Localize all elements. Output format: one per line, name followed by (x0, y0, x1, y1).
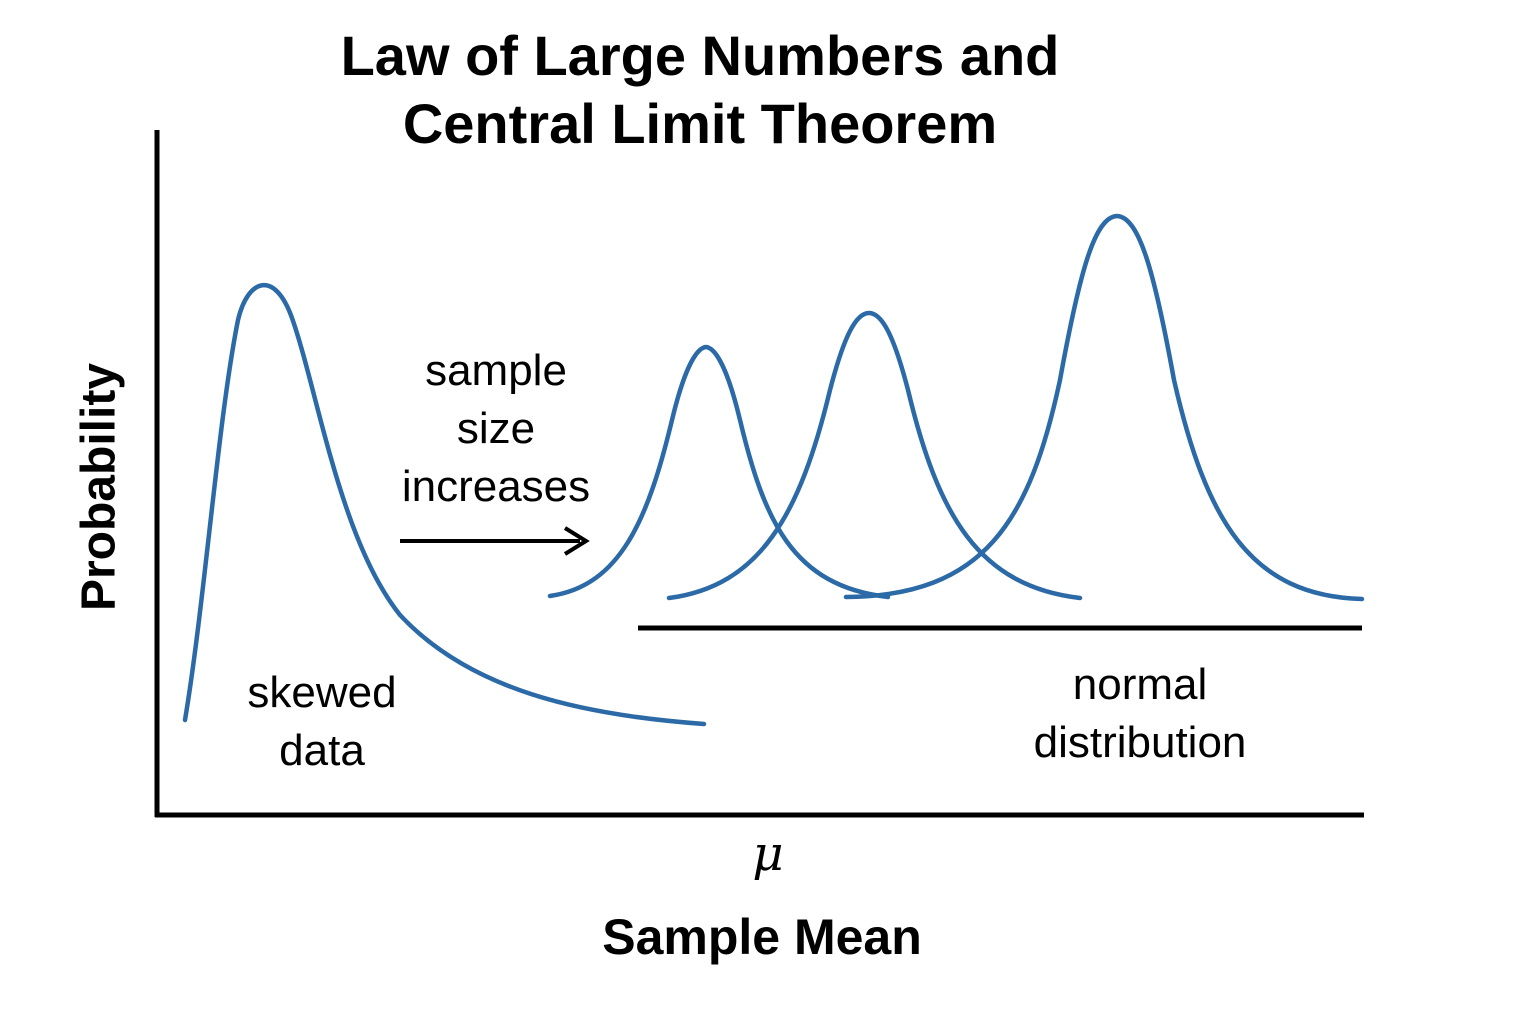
sample-size-line-2: size (456, 404, 536, 453)
skewed-curve (182, 283, 707, 727)
title-line-1: Law of Large Numbers and (340, 24, 1060, 87)
skewed-data-label: skewed data (222, 664, 422, 780)
normal-label-line-2: distribution (1033, 718, 1247, 767)
normal-distribution-label: normal distribution (1000, 656, 1280, 772)
mean-symbol: μ (752, 826, 784, 882)
sample-size-line-1: sample (425, 346, 567, 395)
normal-curve-3 (843, 213, 1365, 602)
x-axis-label: Sample Mean (602, 909, 922, 965)
right-arrow-icon (400, 526, 590, 556)
skewed-label-line-1: skewed (247, 668, 397, 717)
sample-size-label: sample size increases (376, 342, 616, 516)
normal-curve-1 (547, 344, 891, 600)
title-line-2: Central Limit Theorem (402, 92, 998, 155)
skewed-label-line-2: data (279, 726, 365, 775)
sample-size-line-3: increases (401, 462, 591, 511)
normal-label-line-1: normal (1072, 660, 1208, 709)
y-axis-label: Probability (72, 362, 126, 612)
diagram-title: Law of Large Numbers and Central Limit T… (250, 22, 1150, 158)
normal-curve-2 (666, 310, 1083, 601)
